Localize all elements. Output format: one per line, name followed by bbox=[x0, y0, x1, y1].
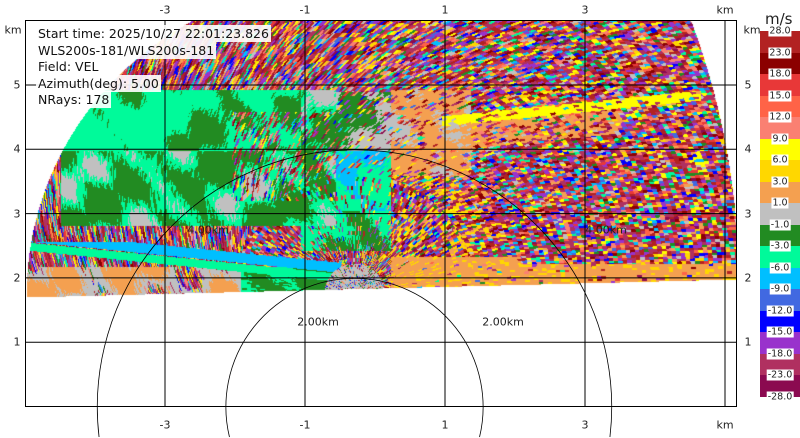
colorbar-band bbox=[760, 160, 800, 183]
y-tick-label-left: 4 bbox=[13, 142, 21, 156]
x-tick-label-bottom: -1 bbox=[299, 418, 311, 432]
colorbar-label: 3.0 bbox=[771, 176, 789, 188]
x-tick-label-top: 1 bbox=[441, 3, 449, 17]
y-tick-label-right: 2 bbox=[744, 271, 752, 285]
colorbar-label: 9.0 bbox=[771, 133, 789, 145]
colorbar-label: 23.0 bbox=[768, 47, 792, 59]
colorbar-label: 6.0 bbox=[771, 154, 789, 166]
range-ring-label: 2.00km bbox=[482, 315, 524, 329]
colorbar-label: -15.0 bbox=[766, 326, 794, 338]
instrument-text: WLS200s-181/WLS200s-181 bbox=[36, 42, 217, 59]
colorbar-label: 28.0 bbox=[768, 25, 792, 37]
colorbar-label: 1.0 bbox=[771, 197, 789, 209]
azimuth-text: Azimuth(deg): 5.00 bbox=[36, 75, 161, 92]
x-tick-label-bottom: 1 bbox=[441, 418, 449, 432]
colorbar-label: -12.0 bbox=[766, 305, 794, 317]
range-ring-label: 4.00km bbox=[187, 223, 229, 237]
colorbar-label: 12.0 bbox=[768, 111, 792, 123]
y-tick-label-right: 3 bbox=[744, 207, 752, 221]
x-tick-label-top: km bbox=[716, 3, 734, 17]
field-text: Field: VEL bbox=[36, 58, 101, 75]
range-ring-label: 2.00km bbox=[297, 315, 339, 329]
start-time-text: Start time: 2025/10/27 22:01:23.826 bbox=[36, 25, 271, 42]
colorbar-label: -18.0 bbox=[766, 348, 794, 360]
x-tick-label-top: 3 bbox=[581, 3, 589, 17]
colorbar-label: 15.0 bbox=[768, 90, 792, 102]
y-tick-label-left: km bbox=[4, 23, 22, 37]
colorbar-label: -6.0 bbox=[769, 262, 791, 274]
x-tick-label-bottom: km bbox=[716, 418, 734, 432]
colorbar-unit: m/s bbox=[765, 10, 793, 28]
colorbar-band bbox=[760, 138, 800, 161]
colorbar-label: -23.0 bbox=[766, 369, 794, 381]
colorbar-label: -3.0 bbox=[769, 240, 791, 252]
y-tick-label-right: 5 bbox=[744, 78, 752, 92]
colorbar-label: 18.0 bbox=[768, 68, 792, 80]
y-tick-label-right: 1 bbox=[744, 335, 752, 349]
y-tick-label-right: km bbox=[743, 23, 761, 37]
colorbar-band bbox=[760, 117, 800, 140]
x-tick-label-bottom: -3 bbox=[159, 418, 171, 432]
colorbar-band bbox=[760, 181, 800, 204]
y-tick-label-left: 3 bbox=[13, 207, 21, 221]
y-tick-label-right: 4 bbox=[744, 142, 752, 156]
y-tick-label-left: 1 bbox=[13, 335, 21, 349]
range-ring-label: 4.00km bbox=[585, 223, 627, 237]
x-tick-label-top: -1 bbox=[299, 3, 311, 17]
y-tick-label-left: 2 bbox=[13, 271, 21, 285]
colorbar-label: -28.0 bbox=[766, 391, 794, 403]
x-tick-label-top: -3 bbox=[159, 3, 171, 17]
colorbar-label: -1.0 bbox=[769, 219, 791, 231]
colorbar-label: -9.0 bbox=[769, 283, 791, 295]
y-tick-label-left: 5 bbox=[13, 78, 21, 92]
x-tick-label-bottom: 3 bbox=[581, 418, 589, 432]
colorbar: 28.0 23.0 18.0 15.0 12.0 9.0 6.0 3.0 1.0 -1.0 -3.0… bbox=[760, 25, 800, 403]
nrays-text: NRays: 178 bbox=[36, 91, 112, 108]
